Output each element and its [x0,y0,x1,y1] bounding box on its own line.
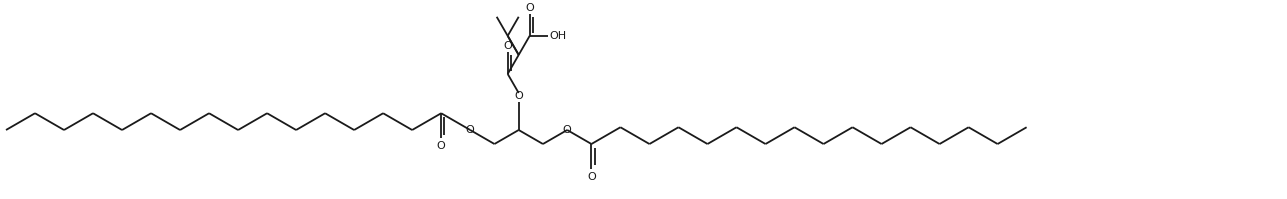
Text: O: O [562,125,571,135]
Text: OH: OH [550,31,566,41]
Text: O: O [503,41,512,51]
Text: O: O [515,91,523,101]
Text: O: O [466,125,475,135]
Text: O: O [525,3,534,13]
Text: O: O [587,172,596,182]
Text: O: O [436,141,445,151]
